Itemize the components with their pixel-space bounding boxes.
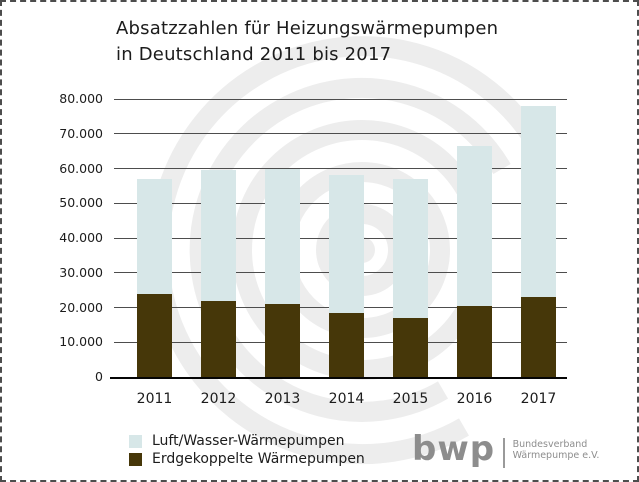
x-tick-label-2017: 2017	[520, 391, 557, 407]
legend-label-erdgekoppelt: Erdgekoppelte Wärmepumpen	[152, 451, 365, 467]
bar-2013-erdgekoppelt	[265, 304, 300, 377]
x-tick-label-2014: 2014	[328, 391, 365, 407]
x-tick-label-2016: 2016	[456, 391, 493, 407]
legend-swatch-erdgekoppelt-icon	[129, 452, 142, 466]
bwp-logo-orgname: Bundesverband Wärmepumpe e.V.	[513, 431, 600, 461]
y-tick-label-10.000: 10.000	[59, 334, 103, 350]
x-tick-label-2012: 2012	[200, 391, 237, 407]
bwp-logo: bwp Bundesverband Wärmepumpe e.V.	[412, 431, 599, 468]
bar-2013-luft-wasser	[265, 168, 300, 305]
x-tick-label-2011: 2011	[136, 391, 173, 407]
bwp-logo-wordmark: bwp	[412, 429, 496, 469]
y-tick-label-70.000: 70.000	[59, 125, 103, 141]
bwp-logo-divider	[503, 438, 505, 468]
y-tick-label-20.000: 20.000	[59, 299, 103, 315]
bar-2011-luft-wasser	[137, 178, 172, 294]
y-tick-label-60.000: 60.000	[59, 160, 103, 176]
x-tick-label-2013: 2013	[264, 391, 301, 407]
chart-title: Absatzzahlen für Heizungswärmepumpen in …	[116, 16, 498, 68]
x-tick-label-2015: 2015	[392, 391, 429, 407]
y-tick-label-80.000: 80.000	[59, 91, 103, 106]
legend: Luft/Wasser-Wärmepumpen Erdgekoppelte Wä…	[129, 432, 365, 468]
bwp-logo-org-line2: Wärmepumpe e.V.	[512, 449, 600, 461]
gridline-80.000	[114, 98, 567, 100]
bar-2012-luft-wasser	[201, 170, 236, 301]
legend-label-luft-wasser: Luft/Wasser-Wärmepumpen	[152, 433, 345, 449]
bar-2014-erdgekoppelt	[329, 312, 364, 377]
gridline-70.000	[114, 133, 567, 135]
bar-2015-erdgekoppelt	[393, 317, 428, 377]
x-axis-line	[110, 377, 567, 379]
bar-2016-luft-wasser	[457, 145, 492, 306]
bar-2017-erdgekoppelt	[521, 297, 556, 377]
bar-2016-erdgekoppelt	[457, 305, 492, 377]
y-tick-label-30.000: 30.000	[59, 264, 103, 280]
bar-2017-luft-wasser	[521, 105, 556, 298]
bar-2011-erdgekoppelt	[137, 293, 172, 377]
gridline-60.000	[114, 168, 567, 169]
y-tick-label-40.000: 40.000	[59, 230, 103, 245]
chart-title-line2: in Deutschland 2011 bis 2017	[116, 44, 392, 65]
bwp-logo-org-line1: Bundesverband	[512, 439, 588, 450]
bar-2012-erdgekoppelt	[201, 300, 236, 377]
bar-2015-luft-wasser	[393, 178, 428, 318]
legend-item-erdgekoppelt: Erdgekoppelte Wärmepumpen	[129, 450, 365, 468]
y-tick-label-0: 0	[95, 369, 103, 384]
legend-item-luft-wasser: Luft/Wasser-Wärmepumpen	[129, 432, 365, 450]
y-tick-label-50.000: 50.000	[59, 195, 103, 211]
chart-title-line1: Absatzzahlen für Heizungswärmepumpen	[116, 18, 499, 39]
legend-swatch-luft-wasser-icon	[129, 434, 142, 448]
bar-2014-luft-wasser	[329, 175, 364, 313]
